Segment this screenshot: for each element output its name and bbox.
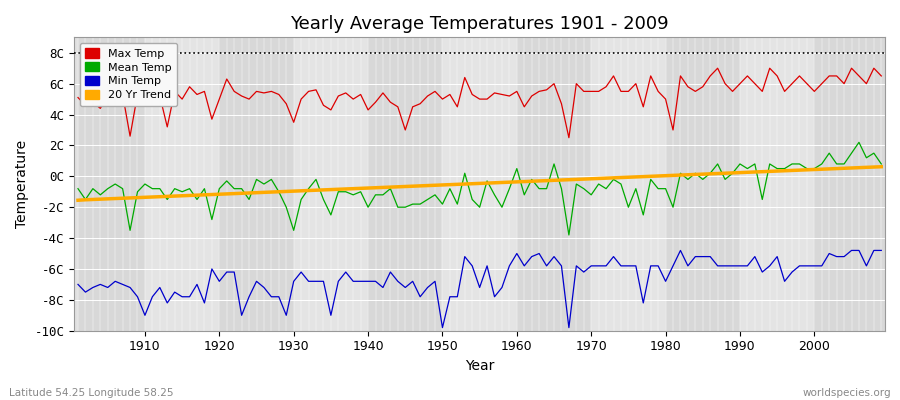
Bar bbox=[666, 37, 740, 331]
Bar bbox=[78, 37, 145, 331]
Text: Latitude 54.25 Longitude 58.25: Latitude 54.25 Longitude 58.25 bbox=[9, 388, 174, 398]
Y-axis label: Temperature: Temperature bbox=[15, 140, 29, 228]
Bar bbox=[517, 37, 591, 331]
Text: worldspecies.org: worldspecies.org bbox=[803, 388, 891, 398]
Bar bbox=[293, 37, 368, 331]
Bar bbox=[443, 37, 517, 331]
Title: Yearly Average Temperatures 1901 - 2009: Yearly Average Temperatures 1901 - 2009 bbox=[291, 15, 669, 33]
X-axis label: Year: Year bbox=[465, 359, 494, 373]
Bar bbox=[814, 37, 888, 331]
Bar bbox=[220, 37, 293, 331]
Bar bbox=[368, 37, 443, 331]
Bar bbox=[591, 37, 666, 331]
Bar bbox=[145, 37, 220, 331]
Bar bbox=[740, 37, 814, 331]
Legend: Max Temp, Mean Temp, Min Temp, 20 Yr Trend: Max Temp, Mean Temp, Min Temp, 20 Yr Tre… bbox=[80, 43, 176, 106]
